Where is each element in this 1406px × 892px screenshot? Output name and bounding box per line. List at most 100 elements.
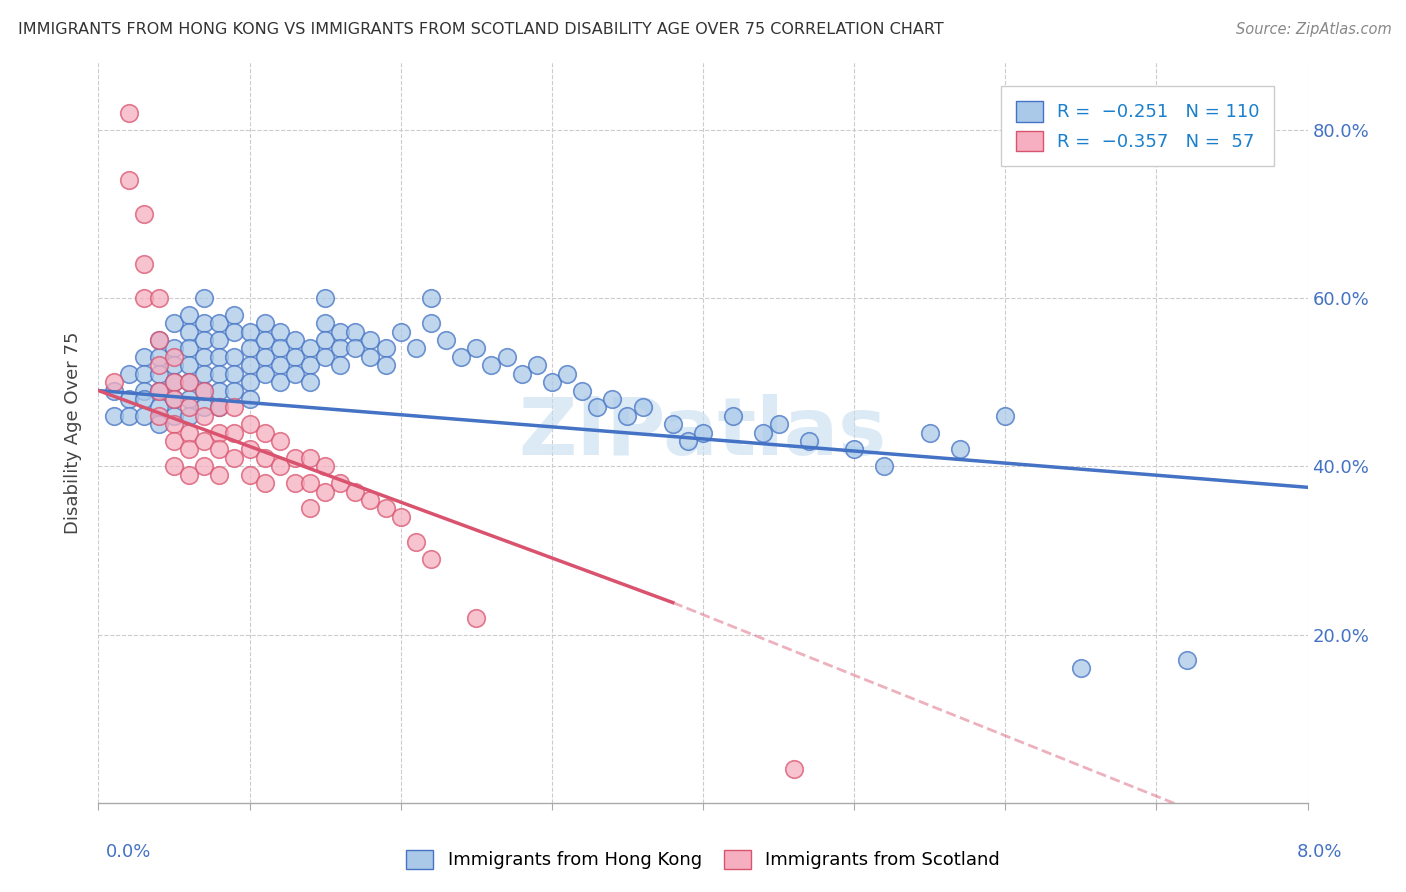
Point bbox=[179, 442, 201, 457]
Point bbox=[132, 367, 155, 381]
Point bbox=[179, 359, 201, 373]
Point bbox=[344, 484, 367, 499]
Point bbox=[495, 350, 517, 364]
Point bbox=[179, 342, 201, 356]
Point bbox=[299, 450, 322, 465]
Point bbox=[329, 342, 352, 356]
Point bbox=[752, 425, 775, 440]
Point bbox=[314, 350, 336, 364]
Point bbox=[148, 350, 170, 364]
Point bbox=[148, 384, 170, 398]
Point bbox=[329, 325, 352, 339]
Point bbox=[299, 359, 322, 373]
Point bbox=[132, 392, 155, 406]
Point bbox=[374, 342, 396, 356]
Point bbox=[481, 359, 503, 373]
Point bbox=[284, 450, 307, 465]
Point bbox=[118, 409, 141, 423]
Point bbox=[148, 367, 170, 381]
Point bbox=[118, 173, 141, 187]
Point bbox=[193, 384, 215, 398]
Point bbox=[163, 392, 186, 406]
Point bbox=[132, 350, 155, 364]
Point bbox=[420, 316, 443, 330]
Y-axis label: Disability Age Over 75: Disability Age Over 75 bbox=[65, 331, 83, 534]
Point bbox=[163, 375, 186, 389]
Point bbox=[193, 459, 215, 474]
Point bbox=[163, 359, 186, 373]
Point bbox=[253, 316, 276, 330]
Point bbox=[253, 367, 276, 381]
Point bbox=[661, 417, 683, 432]
Point bbox=[239, 467, 262, 482]
Text: Source: ZipAtlas.com: Source: ZipAtlas.com bbox=[1236, 22, 1392, 37]
Point bbox=[179, 409, 201, 423]
Legend: R =  −0.251   N = 110, R =  −0.357   N =  57: R = −0.251 N = 110, R = −0.357 N = 57 bbox=[1001, 87, 1274, 166]
Point bbox=[269, 342, 291, 356]
Point bbox=[179, 425, 201, 440]
Legend: Immigrants from Hong Kong, Immigrants from Scotland: Immigrants from Hong Kong, Immigrants fr… bbox=[396, 840, 1010, 879]
Point bbox=[586, 401, 609, 415]
Point bbox=[616, 409, 638, 423]
Point bbox=[284, 350, 307, 364]
Point bbox=[163, 392, 186, 406]
Point bbox=[239, 417, 262, 432]
Point bbox=[208, 316, 231, 330]
Point bbox=[208, 333, 231, 347]
Point bbox=[239, 359, 262, 373]
Point bbox=[329, 476, 352, 491]
Point bbox=[163, 417, 186, 432]
Point bbox=[193, 401, 215, 415]
Point bbox=[631, 401, 654, 415]
Point bbox=[193, 291, 215, 305]
Point bbox=[465, 342, 488, 356]
Point bbox=[269, 359, 291, 373]
Point bbox=[299, 375, 322, 389]
Point bbox=[389, 509, 412, 524]
Point bbox=[179, 375, 201, 389]
Point bbox=[224, 425, 246, 440]
Point bbox=[692, 425, 714, 440]
Point bbox=[374, 501, 396, 516]
Point bbox=[224, 308, 246, 322]
Point bbox=[253, 476, 276, 491]
Point bbox=[994, 409, 1017, 423]
Point bbox=[314, 484, 336, 499]
Text: 0.0%: 0.0% bbox=[105, 843, 150, 861]
Point bbox=[873, 459, 896, 474]
Point bbox=[405, 535, 427, 549]
Point bbox=[148, 384, 170, 398]
Point bbox=[284, 367, 307, 381]
Point bbox=[193, 367, 215, 381]
Point bbox=[783, 762, 806, 776]
Point bbox=[360, 333, 382, 347]
Point bbox=[132, 257, 155, 271]
Point bbox=[314, 316, 336, 330]
Point bbox=[450, 350, 472, 364]
Point bbox=[224, 325, 246, 339]
Point bbox=[344, 325, 367, 339]
Point bbox=[434, 333, 457, 347]
Point bbox=[269, 434, 291, 448]
Point bbox=[797, 434, 820, 448]
Point bbox=[526, 359, 548, 373]
Point bbox=[179, 308, 201, 322]
Point bbox=[510, 367, 533, 381]
Point bbox=[118, 392, 141, 406]
Point bbox=[193, 316, 215, 330]
Point bbox=[269, 459, 291, 474]
Point bbox=[420, 291, 443, 305]
Point bbox=[148, 333, 170, 347]
Point bbox=[314, 291, 336, 305]
Point bbox=[949, 442, 972, 457]
Point bbox=[253, 450, 276, 465]
Point bbox=[1175, 653, 1198, 667]
Point bbox=[344, 342, 367, 356]
Point bbox=[299, 476, 322, 491]
Point bbox=[253, 350, 276, 364]
Point bbox=[571, 384, 593, 398]
Point bbox=[465, 610, 488, 624]
Point bbox=[253, 333, 276, 347]
Point bbox=[299, 342, 322, 356]
Point bbox=[132, 291, 155, 305]
